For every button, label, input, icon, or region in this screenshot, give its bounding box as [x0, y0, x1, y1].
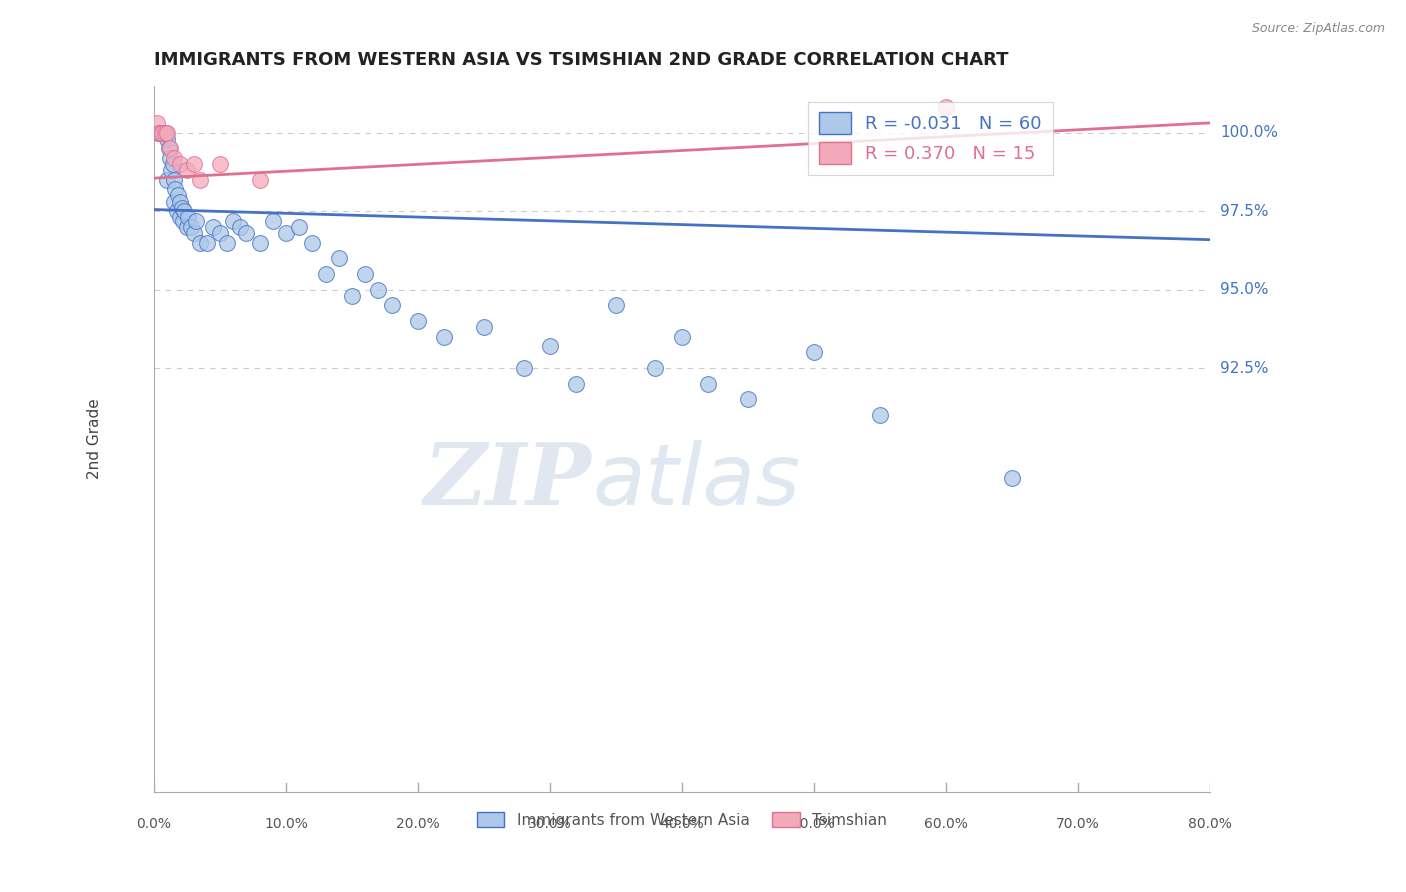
- Text: ZIP: ZIP: [425, 440, 592, 523]
- Point: [165, 182, 187, 196]
- Point: [433, 329, 456, 343]
- Text: 95.0%: 95.0%: [1220, 282, 1268, 297]
- Point: [170, 201, 193, 215]
- Point: [163, 172, 186, 186]
- Text: 0.0%: 0.0%: [136, 817, 172, 831]
- Point: [145, 116, 167, 130]
- Point: [869, 408, 891, 422]
- Point: [176, 163, 198, 178]
- Point: [155, 126, 177, 140]
- Point: [188, 172, 211, 186]
- Point: [162, 157, 184, 171]
- Point: [156, 172, 179, 186]
- Point: [381, 298, 404, 312]
- Text: 10.0%: 10.0%: [264, 817, 308, 831]
- Point: [367, 283, 389, 297]
- Text: 80.0%: 80.0%: [1188, 817, 1232, 831]
- Point: [188, 235, 211, 250]
- Point: [149, 126, 172, 140]
- Text: 40.0%: 40.0%: [659, 817, 704, 831]
- Point: [172, 213, 194, 227]
- Point: [249, 172, 271, 186]
- Point: [671, 329, 693, 343]
- Point: [472, 320, 495, 334]
- Text: 97.5%: 97.5%: [1220, 203, 1268, 219]
- Point: [209, 226, 232, 240]
- Point: [177, 211, 200, 225]
- Point: [157, 141, 180, 155]
- Point: [156, 132, 179, 146]
- Point: [222, 213, 245, 227]
- Point: [195, 235, 218, 250]
- Point: [340, 289, 363, 303]
- Point: [173, 204, 195, 219]
- Point: [169, 194, 191, 209]
- Point: [169, 157, 191, 171]
- Point: [565, 376, 588, 391]
- Text: 100.0%: 100.0%: [1220, 125, 1278, 140]
- Point: [406, 314, 429, 328]
- Point: [163, 151, 186, 165]
- Point: [1001, 471, 1024, 485]
- Text: IMMIGRANTS FROM WESTERN ASIA VS TSIMSHIAN 2ND GRADE CORRELATION CHART: IMMIGRANTS FROM WESTERN ASIA VS TSIMSHIA…: [155, 51, 1008, 69]
- Point: [512, 361, 534, 376]
- Point: [152, 126, 174, 140]
- Point: [202, 219, 225, 234]
- Point: [538, 339, 561, 353]
- Point: [803, 345, 825, 359]
- Point: [153, 126, 176, 140]
- Point: [737, 392, 759, 407]
- Point: [150, 126, 173, 140]
- Point: [166, 188, 188, 202]
- Point: [301, 235, 323, 250]
- Point: [315, 267, 337, 281]
- Point: [159, 151, 181, 165]
- Point: [163, 194, 186, 209]
- Legend: Immigrants from Western Asia, Tsimshian: Immigrants from Western Asia, Tsimshian: [471, 805, 893, 834]
- Text: 30.0%: 30.0%: [529, 817, 572, 831]
- Text: atlas: atlas: [592, 440, 800, 523]
- Point: [149, 126, 172, 140]
- Point: [186, 213, 208, 227]
- Point: [605, 298, 627, 312]
- Text: 2nd Grade: 2nd Grade: [87, 399, 103, 479]
- Point: [169, 211, 191, 225]
- Point: [328, 251, 350, 265]
- Text: 60.0%: 60.0%: [924, 817, 967, 831]
- Point: [354, 267, 377, 281]
- Point: [159, 141, 181, 155]
- Point: [180, 219, 202, 234]
- Point: [215, 235, 238, 250]
- Point: [160, 163, 183, 178]
- Text: 20.0%: 20.0%: [396, 817, 440, 831]
- Point: [166, 204, 188, 219]
- Point: [209, 157, 232, 171]
- Text: 92.5%: 92.5%: [1220, 360, 1268, 376]
- Text: 70.0%: 70.0%: [1056, 817, 1099, 831]
- Point: [274, 226, 297, 240]
- Point: [183, 226, 205, 240]
- Point: [229, 219, 252, 234]
- Point: [644, 361, 666, 376]
- Point: [249, 235, 271, 250]
- Text: Source: ZipAtlas.com: Source: ZipAtlas.com: [1251, 22, 1385, 36]
- Point: [156, 126, 179, 140]
- Point: [262, 213, 284, 227]
- Text: 50.0%: 50.0%: [792, 817, 835, 831]
- Point: [153, 126, 176, 140]
- Point: [288, 219, 311, 234]
- Point: [150, 126, 173, 140]
- Point: [146, 126, 169, 140]
- Point: [697, 376, 720, 391]
- Point: [183, 157, 205, 171]
- Point: [935, 101, 957, 115]
- Point: [235, 226, 257, 240]
- Point: [148, 126, 170, 140]
- Point: [176, 219, 198, 234]
